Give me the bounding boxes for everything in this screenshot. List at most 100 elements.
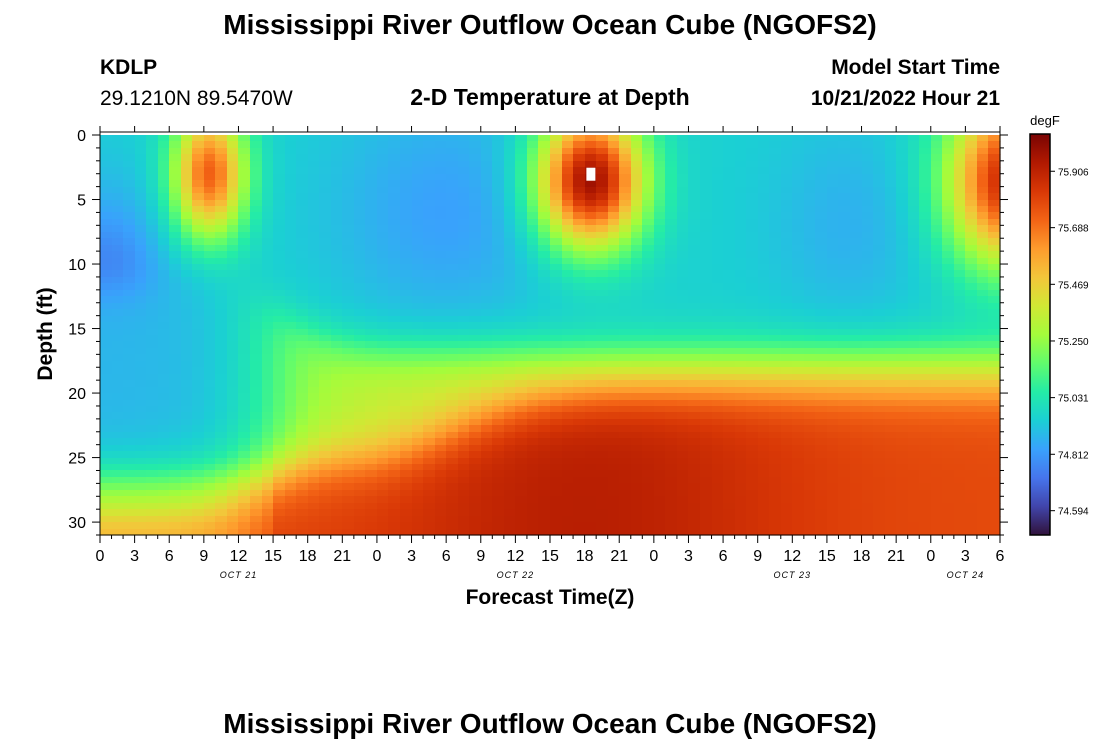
heatmap-cell bbox=[331, 470, 343, 478]
heatmap-cell bbox=[769, 251, 782, 259]
heatmap-cell bbox=[596, 425, 609, 433]
heatmap-cell bbox=[550, 529, 563, 536]
heatmap-cell bbox=[573, 509, 586, 517]
heatmap-cell bbox=[169, 393, 182, 401]
heatmap-cell bbox=[112, 496, 124, 504]
heatmap-cell bbox=[100, 438, 113, 446]
heatmap-cell bbox=[100, 516, 113, 523]
heatmap-cell bbox=[458, 193, 470, 201]
heatmap-cell bbox=[469, 367, 482, 375]
heatmap-cell bbox=[908, 496, 920, 504]
heatmap-cell bbox=[423, 490, 436, 497]
heatmap-cell bbox=[158, 167, 170, 175]
heatmap-cell bbox=[319, 419, 332, 426]
heatmap-cell bbox=[308, 464, 320, 471]
heatmap-cell bbox=[469, 503, 482, 510]
heatmap-cell bbox=[815, 464, 828, 471]
heatmap-cell bbox=[712, 258, 724, 265]
heatmap-cell bbox=[896, 419, 909, 426]
heatmap-cell bbox=[654, 296, 666, 304]
heatmap-cell bbox=[123, 141, 136, 149]
heatmap-cell bbox=[365, 270, 378, 278]
heatmap-cell bbox=[908, 354, 920, 362]
heatmap-cell bbox=[146, 458, 159, 465]
heatmap-cell bbox=[215, 483, 228, 491]
x-tick-label: 9 bbox=[476, 548, 485, 565]
heatmap-cell bbox=[342, 154, 355, 162]
heatmap-cell bbox=[700, 483, 713, 491]
heatmap-cell bbox=[631, 167, 643, 175]
heatmap-cell bbox=[573, 529, 586, 536]
heatmap-cell bbox=[423, 270, 436, 278]
heatmap-cell bbox=[746, 367, 759, 375]
heatmap-cell bbox=[885, 161, 897, 168]
heatmap-cell bbox=[538, 406, 551, 413]
heatmap-cell bbox=[654, 238, 666, 246]
heatmap-cell bbox=[619, 419, 632, 426]
heatmap-cell bbox=[631, 458, 643, 465]
heatmap-cell bbox=[712, 161, 724, 168]
heatmap-cell bbox=[135, 406, 147, 413]
heatmap-cell bbox=[492, 477, 505, 484]
heatmap-cell bbox=[608, 496, 620, 504]
heatmap-cell bbox=[954, 451, 966, 459]
heatmap-cell bbox=[700, 206, 713, 213]
heatmap-cell bbox=[377, 374, 389, 381]
heatmap-cell bbox=[515, 283, 528, 291]
heatmap-cell bbox=[988, 380, 1001, 388]
heatmap-cell bbox=[746, 309, 759, 317]
heatmap-cell bbox=[619, 380, 632, 388]
heatmap-cell bbox=[977, 258, 989, 265]
heatmap-cell bbox=[815, 529, 828, 536]
heatmap-cell bbox=[262, 135, 274, 142]
heatmap-cell bbox=[700, 225, 713, 233]
heatmap-cell bbox=[942, 445, 955, 452]
heatmap-cell bbox=[192, 470, 205, 478]
heatmap-cell bbox=[827, 232, 839, 239]
heatmap-cell bbox=[481, 470, 493, 478]
heatmap-cell bbox=[146, 412, 159, 420]
heatmap-cell bbox=[723, 283, 736, 291]
heatmap-cell bbox=[988, 309, 1001, 317]
heatmap-cell bbox=[688, 387, 701, 394]
heatmap-cell bbox=[215, 412, 228, 420]
heatmap-cell bbox=[227, 329, 239, 336]
heatmap-cell bbox=[112, 264, 124, 271]
heatmap-cell bbox=[538, 200, 551, 207]
heatmap-cell bbox=[458, 400, 470, 407]
heatmap-cell bbox=[492, 316, 505, 323]
heatmap-cell bbox=[400, 496, 413, 504]
heatmap-cell bbox=[550, 212, 563, 220]
heatmap-cell bbox=[388, 206, 401, 213]
heatmap-cell bbox=[146, 238, 159, 246]
heatmap-cell bbox=[700, 412, 713, 420]
heatmap-cell bbox=[815, 470, 828, 478]
heatmap-cell bbox=[700, 522, 713, 530]
heatmap-cell bbox=[781, 464, 793, 471]
heatmap-cell bbox=[815, 387, 828, 394]
heatmap-cell bbox=[308, 393, 320, 401]
heatmap-cell bbox=[481, 406, 493, 413]
heatmap-cell bbox=[158, 322, 170, 330]
heatmap-cell bbox=[146, 303, 159, 310]
heatmap-cell bbox=[988, 251, 1001, 259]
heatmap-cell bbox=[250, 477, 263, 484]
heatmap-cell bbox=[146, 483, 159, 491]
heatmap-cell bbox=[781, 341, 793, 349]
heatmap-cell bbox=[238, 503, 251, 510]
heatmap-cell bbox=[388, 529, 401, 536]
heatmap-cell bbox=[700, 387, 713, 394]
heatmap-cell bbox=[492, 354, 505, 362]
heatmap-cell bbox=[273, 477, 286, 484]
heatmap-cell bbox=[285, 503, 297, 510]
heatmap-cell bbox=[769, 432, 782, 439]
heatmap-cell bbox=[712, 503, 724, 510]
heatmap-cell bbox=[723, 400, 736, 407]
heatmap-cell bbox=[296, 425, 309, 433]
heatmap-cell bbox=[873, 200, 886, 207]
heatmap-cell bbox=[146, 432, 159, 439]
heatmap-cell bbox=[319, 161, 332, 168]
heatmap-cell bbox=[735, 425, 747, 433]
heatmap-cell bbox=[515, 135, 528, 142]
